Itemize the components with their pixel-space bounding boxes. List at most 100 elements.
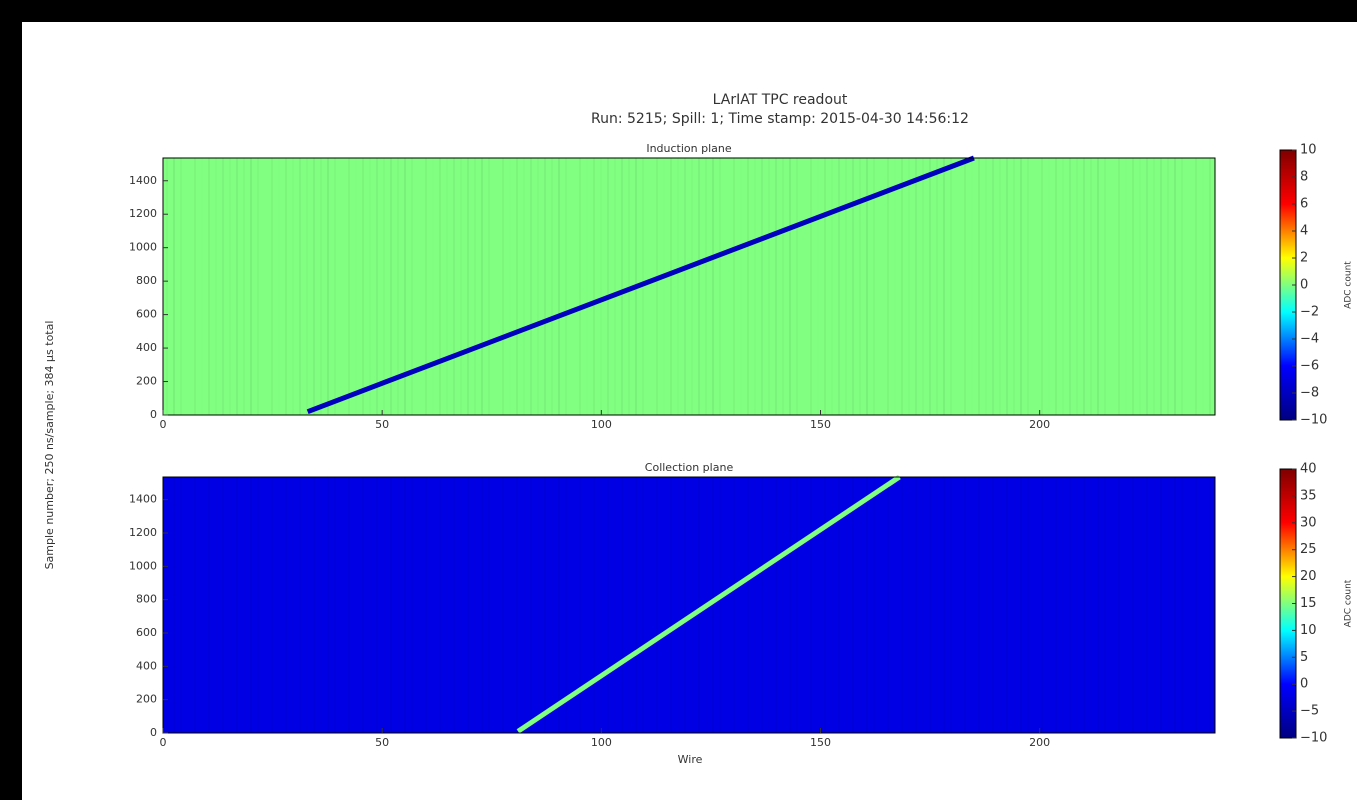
noise-stripe [887,477,889,733]
noise-stripe [971,477,973,733]
noise-stripe [677,477,679,733]
noise-stripe [502,477,504,733]
noise-stripe [985,477,987,733]
noise-stripe [796,158,798,415]
noise-stripe [530,477,532,733]
noise-stripe [306,477,308,733]
noise-stripe [390,477,392,733]
noise-stripe [1055,158,1057,415]
noise-stripe [411,477,413,733]
noise-stripe [229,158,231,415]
y-tick-label: 800 [136,593,157,606]
noise-stripe [467,477,469,733]
y-tick-label: 200 [136,375,157,388]
noise-stripe [635,477,637,733]
noise-stripe [614,158,616,415]
noise-stripe [1146,477,1148,733]
noise-stripe [488,158,490,415]
noise-stripe [684,477,686,733]
colorbar-label: ADC count [1344,261,1354,309]
noise-stripe [313,158,315,415]
noise-stripe [586,158,588,415]
noise-stripe [859,158,861,415]
noise-stripe [964,158,966,415]
noise-stripe [866,477,868,733]
noise-stripe [215,477,217,733]
colorbar-tick-label: 0 [1300,278,1308,293]
x-tick-label: 0 [160,736,167,749]
noise-stripe [810,477,812,733]
noise-stripe [194,158,196,415]
noise-stripe [768,477,770,733]
noise-stripe [425,158,427,415]
noise-stripe [383,477,385,733]
noise-stripe [439,158,441,415]
y-tick-label: 1400 [129,493,157,506]
noise-stripe [460,477,462,733]
noise-stripe [1153,477,1155,733]
y-tick-label: 0 [150,726,157,739]
y-tick-label: 1400 [129,174,157,187]
noise-stripe [180,477,182,733]
plot-frame [162,157,1216,416]
noise-stripe [1097,158,1099,415]
noise-stripe [348,477,350,733]
noise-stripe [593,477,595,733]
noise-stripe [166,158,168,415]
noise-stripe [691,158,693,415]
colorbar-label: ADC count [1344,579,1354,627]
noise-stripe [999,477,1001,733]
noise-stripe [1076,477,1078,733]
y-tick-label: 0 [150,408,157,421]
panel-title: Collection plane [645,461,734,474]
colorbar-tick-label: 40 [1300,462,1317,477]
noise-stripe [670,477,672,733]
noise-stripe [250,158,252,415]
noise-stripe [579,158,581,415]
noise-stripe [1209,477,1211,733]
noise-stripe [1041,158,1043,415]
noise-stripe [439,477,441,733]
noise-stripe [362,158,364,415]
noise-stripe [180,158,182,415]
noise-stripe [1160,477,1162,733]
noise-stripe [943,477,945,733]
noise-stripe [621,477,623,733]
noise-stripe [999,158,1001,415]
noise-stripe [852,477,854,733]
noise-stripe [474,158,476,415]
noise-stripe [1069,477,1071,733]
noise-stripe [523,158,525,415]
colorbar-tick-label: 0 [1300,677,1308,692]
noise-stripe [754,477,756,733]
noise-stripe [1027,158,1029,415]
noise-stripe [782,158,784,415]
colorbar-tick-label: 8 [1300,170,1308,185]
noise-stripe [404,158,406,415]
colorbar-tick-label: 10 [1300,143,1317,158]
noise-stripe [1167,158,1169,415]
noise-stripe [243,158,245,415]
noise-stripe [1174,158,1176,415]
noise-stripe [236,477,238,733]
noise-stripe [194,477,196,733]
colorbar-tick-label: −5 [1300,704,1319,719]
noise-stripe [978,158,980,415]
noise-stripe [1041,477,1043,733]
noise-stripe [796,477,798,733]
noise-stripe [208,477,210,733]
noise-stripe [1013,477,1015,733]
noise-stripe [600,477,602,733]
noise-stripe [1153,158,1155,415]
noise-stripe [754,158,756,415]
noise-stripe [173,158,175,415]
y-tick-label: 400 [136,659,157,672]
noise-stripe [992,477,994,733]
noise-stripe [166,477,168,733]
noise-stripe [229,477,231,733]
noise-stripe [705,158,707,415]
noise-stripe [425,477,427,733]
noise-stripe [222,477,224,733]
noise-stripe [320,477,322,733]
